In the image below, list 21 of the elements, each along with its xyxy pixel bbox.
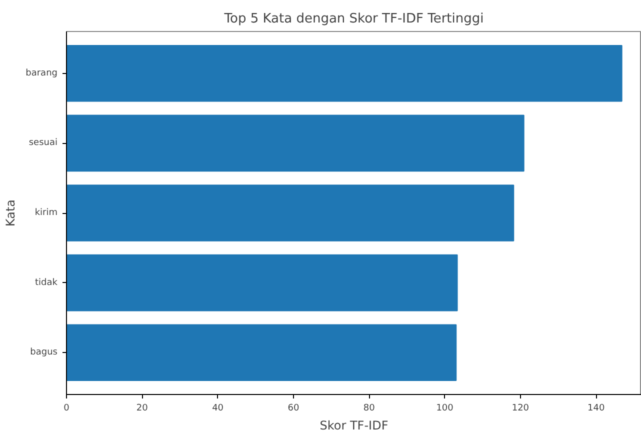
x-axis-title: Skor TF-IDF: [320, 418, 388, 432]
x-tick-label: 120: [512, 404, 530, 414]
x-tick-label: 0: [64, 404, 70, 414]
y-tick-label: bagus: [30, 348, 58, 358]
y-tick-label: kirim: [34, 208, 58, 218]
x-tick-label: 40: [212, 404, 224, 414]
y-axis-title: Kata: [4, 199, 18, 227]
y-tick-label: sesuai: [28, 138, 58, 148]
bar: [66, 44, 622, 102]
x-tick-label: 60: [288, 404, 300, 414]
chart-title: Top 5 Kata dengan Skor TF-IDF Tertinggi: [223, 12, 484, 26]
bar: [66, 254, 458, 312]
y-tick-label: tidak: [35, 278, 58, 288]
x-tick-label: 80: [363, 404, 376, 414]
y-tick-label: barang: [26, 68, 58, 78]
bar: [66, 114, 524, 172]
x-tick-label: 140: [588, 404, 605, 414]
bar: [66, 324, 457, 382]
x-tick-label: 20: [136, 404, 148, 414]
bar: [66, 184, 514, 242]
x-tick-label: 100: [436, 404, 454, 414]
